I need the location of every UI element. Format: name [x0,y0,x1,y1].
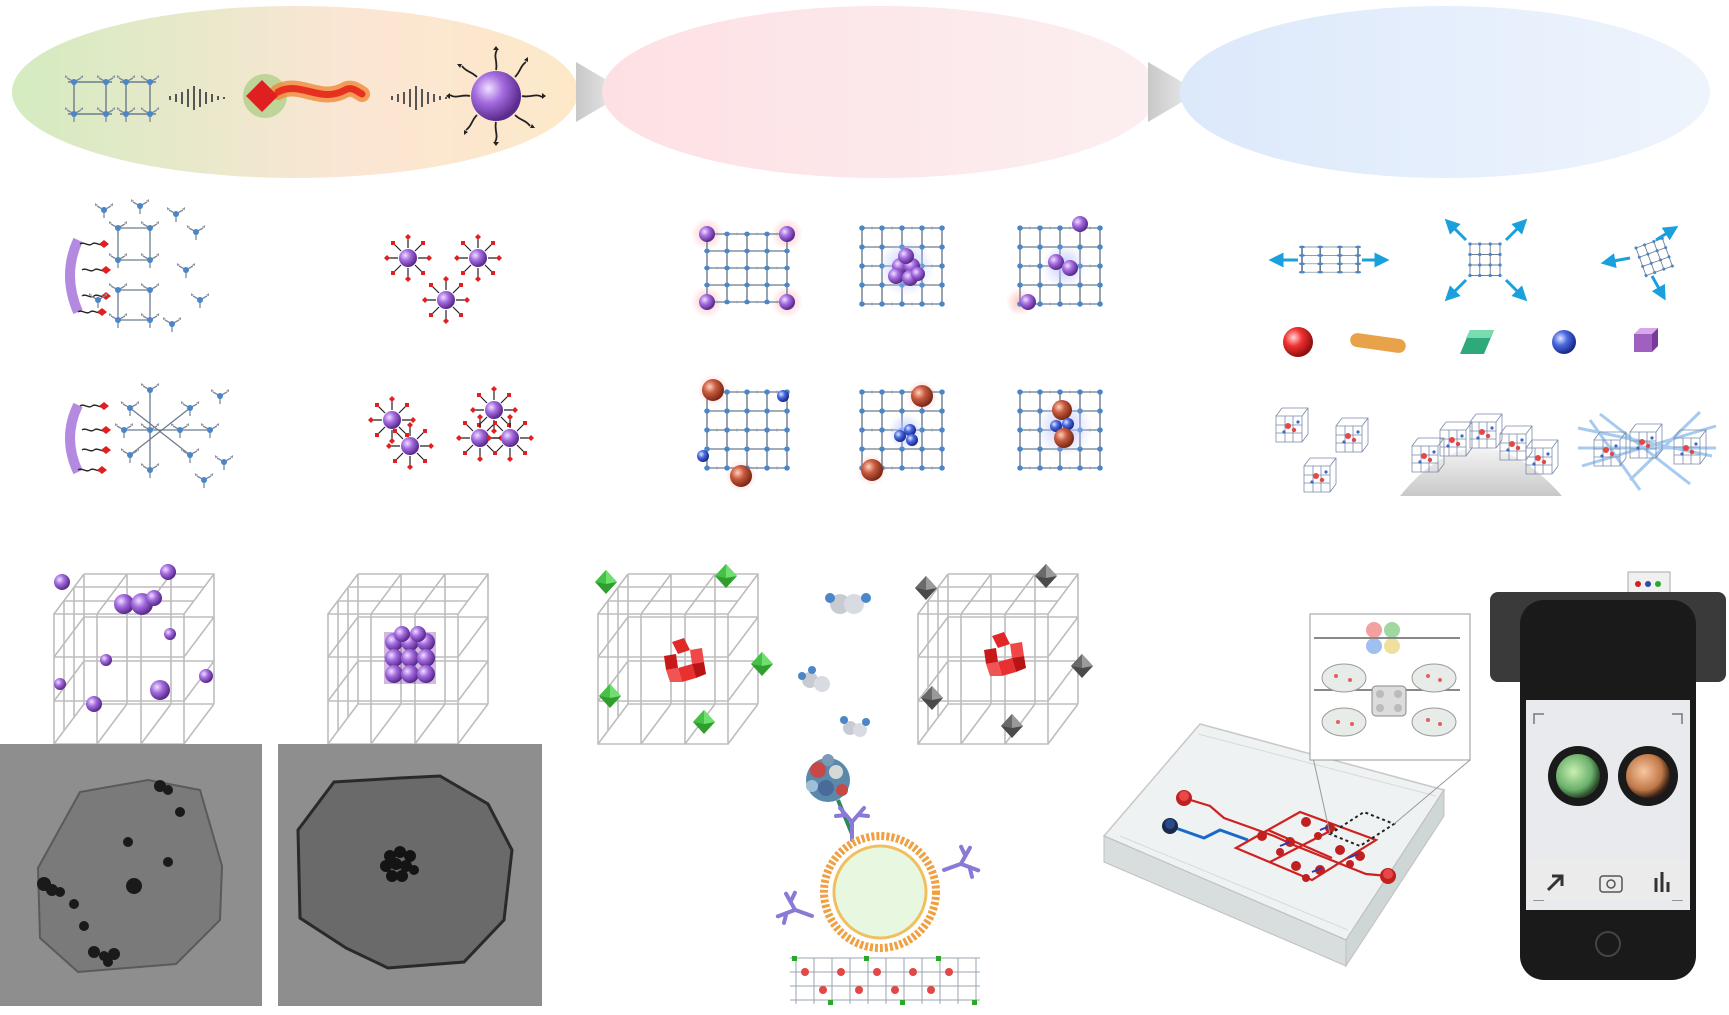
anchored-assembly-2 [65,382,234,489]
grid-red-particles-center [856,380,946,486]
virus-particle [806,754,850,802]
vesicle [820,832,940,952]
stage1-panel [65,198,535,489]
grid-red-particles-core [1016,388,1104,472]
banner-arrow-2 [1148,62,1199,122]
crystallites-on-substrate [1400,413,1562,496]
smartphone-readout [1490,571,1726,980]
grid-particles-corner [691,218,803,318]
arrow-icon[interactable] [1546,874,1564,892]
microfluidic-device [1102,613,1471,968]
particle-cluster-2 [367,385,535,471]
banner-stage-2 [602,6,1158,178]
cube-green-octahedra [595,564,773,745]
sound-wave-icon [391,86,447,110]
nanoparticle-icon [446,46,546,146]
crystallites-dispersed [1275,407,1369,493]
shape-cube [1634,328,1658,352]
anchored-assembly-1 [65,198,210,333]
cube-grey-octahedra [915,564,1093,745]
chip-zoom-inset [1309,613,1471,761]
banner [12,6,1710,178]
banner-stage-3 [1180,6,1710,178]
particle-cluster-1 [383,233,503,325]
growth-3d [1600,226,1679,301]
banner-arrow-1 [576,62,627,122]
tem-image-left [0,744,262,1006]
grid-red-particles-edge [697,374,791,492]
growth-1d [1268,244,1390,275]
bar-chart-icon[interactable] [1654,872,1670,892]
sound-wave-icon [169,86,225,110]
gas-molecules [798,593,871,737]
camera-icon[interactable] [1599,875,1623,893]
cube-particles-dispersed [53,564,215,745]
home-button[interactable] [1595,931,1621,957]
framework-film [790,956,980,1005]
grid-particles-mixed [1006,216,1104,316]
biosensing-scheme [774,754,982,1005]
shape-sphere-red [1283,327,1313,357]
tem-image-right [278,744,542,1006]
cube-particles-core [327,573,489,745]
growth-2d [1444,218,1528,302]
shape-sphere-blue [1552,330,1576,354]
shape-plate [1460,330,1494,354]
crystallites-in-fibers [1577,410,1717,491]
stage2-panel [691,216,1104,492]
grid-particles-center [858,224,946,308]
ligand-icon [243,74,370,118]
framework-unit-icon [64,74,160,123]
shape-rod [1350,333,1406,353]
stage3-panel [1268,218,1717,496]
